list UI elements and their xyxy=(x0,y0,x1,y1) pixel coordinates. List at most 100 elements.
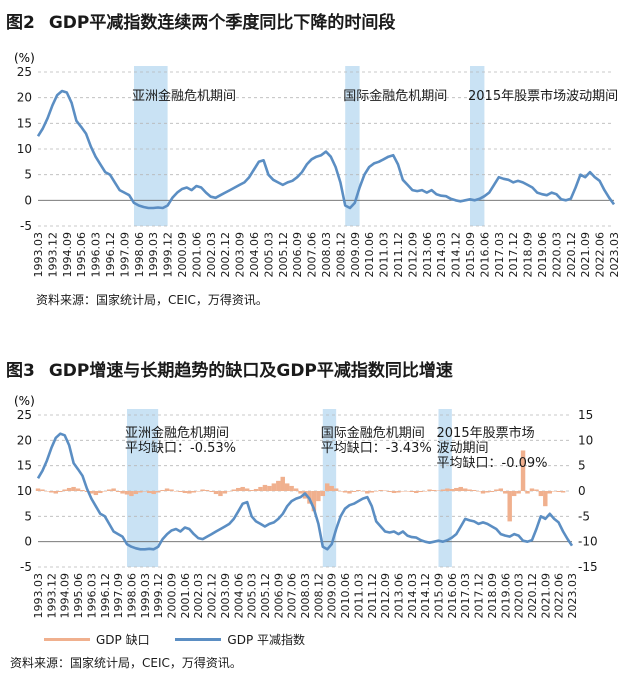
gap-bar xyxy=(280,476,285,491)
x-tick-label: 2000.09 xyxy=(176,232,189,278)
gap-bar xyxy=(445,488,450,491)
y-tick-label: 20 xyxy=(17,433,32,447)
y-axis-ticks-left: -5 0 5 10 15 20 25 xyxy=(17,408,32,574)
shaded-period-1 xyxy=(345,66,360,226)
gap-bar xyxy=(93,491,99,496)
x-tick-label: 2016.06 xyxy=(446,573,459,619)
gap-bar xyxy=(449,488,455,491)
gap-bar xyxy=(182,491,188,494)
x-tick-label: 1998.06 xyxy=(133,232,146,278)
shaded-period-0 xyxy=(134,66,168,226)
x-tick-label: 2013.06 xyxy=(392,573,405,619)
x-tick-label: 2003.09 xyxy=(219,573,232,619)
x-tick-label: 1996.03 xyxy=(85,573,98,619)
gap-bar xyxy=(49,491,54,493)
y-tick-label: 5 xyxy=(24,509,32,523)
x-tick-label: 1994.09 xyxy=(61,232,74,278)
gap-bar xyxy=(129,491,134,497)
gap-bar xyxy=(115,491,121,493)
gap-bar xyxy=(244,488,250,491)
figure2-title-text: GDP平减指数连续两个季度同比下降的时间段 xyxy=(48,13,396,33)
y-tick-label: 10 xyxy=(17,484,32,498)
gap-bar xyxy=(213,491,219,495)
period-label-2: 波动期间 xyxy=(437,441,489,456)
figure2-source: 资料来源：国家统计局，CEIC，万得资讯。 xyxy=(36,293,268,307)
x-tick-label: 1996.12 xyxy=(99,573,112,619)
gap-bar xyxy=(164,488,170,491)
gap-bar xyxy=(311,491,317,512)
x-tick-label: 2003.09 xyxy=(234,232,247,278)
x-tick-label: 1999.03 xyxy=(147,232,160,278)
gap-bar xyxy=(138,491,143,493)
x-tick-label: 2012.09 xyxy=(379,573,392,619)
gap-bar xyxy=(240,486,245,491)
gap-bar xyxy=(262,484,268,491)
gap-bar xyxy=(462,488,468,491)
y-tick-label: 15 xyxy=(17,116,32,130)
x-tick-label: 2002.12 xyxy=(206,573,219,619)
x-tick-label: 2006.09 xyxy=(272,573,285,619)
chart-legend: GDP 缺口 GDP 平减指数 xyxy=(44,630,327,648)
y-axis-ticks: -5 0 5 10 15 20 25 xyxy=(17,65,32,233)
gap-bar xyxy=(89,491,94,494)
x-tick-label: 2013.06 xyxy=(421,232,434,278)
gap-bar xyxy=(351,491,357,493)
x-tick-label: 1998.06 xyxy=(125,573,138,619)
gap-bar xyxy=(373,491,379,492)
gap-bar xyxy=(382,490,388,491)
gap-bar xyxy=(489,491,495,493)
figure2-title: 图2 GDP平减指数连续两个季度同比下降的时间段 xyxy=(6,8,395,33)
x-tick-label: 1999.03 xyxy=(139,573,152,619)
gap-bar xyxy=(151,491,156,495)
gap-bar xyxy=(222,491,228,494)
y-tick-label-right: 0 xyxy=(578,484,586,498)
gap-bar xyxy=(316,491,321,502)
gap-bar xyxy=(218,491,223,497)
gap-bar xyxy=(494,489,499,491)
x-tick-label: 2012.09 xyxy=(406,232,419,278)
legend-label-gdp-deflator: GDP 平减指数 xyxy=(227,633,306,647)
gap-bar xyxy=(329,485,334,491)
period-label-0: 亚洲金融危机期间 xyxy=(132,88,236,104)
x-tick-label: 2008.12 xyxy=(312,573,325,619)
period-label-2: 2015年股票市场 xyxy=(437,425,535,441)
gap-bar xyxy=(249,489,254,491)
gap-bar xyxy=(231,489,237,491)
y-tick-label: -5 xyxy=(20,219,32,233)
gap-bar xyxy=(40,489,45,491)
x-tick-label: 1996.03 xyxy=(90,232,103,278)
x-tick-label: 2006.09 xyxy=(291,232,304,278)
gridlines xyxy=(38,71,614,227)
x-tick-label: 2018.09 xyxy=(522,232,535,278)
x-axis-ticks: 1993.03 1993.12 1994.09 1995.06 1996.03 1996.… xyxy=(32,232,621,278)
period-label-2: 2015年股票市场波动期间 xyxy=(468,88,618,104)
y-tick-label: 25 xyxy=(17,65,32,79)
x-tick-label: 2022.06 xyxy=(594,232,607,278)
period-label-1: 国际金融危机期间 xyxy=(321,425,425,441)
x-tick-label: 2023.03 xyxy=(608,232,621,278)
gap-bar xyxy=(75,488,81,491)
x-tick-label: 2005.12 xyxy=(259,573,272,619)
gap-bar xyxy=(111,488,116,491)
gap-bar xyxy=(102,491,107,492)
gap-bar xyxy=(369,491,374,493)
y-tick-label: 20 xyxy=(17,91,32,105)
gap-bar xyxy=(66,487,72,491)
x-axis-ticks: 1993.03 1993.12 1994.09 1995.06 1996.03 1996.… xyxy=(32,573,579,619)
x-tick-label: 2017.12 xyxy=(473,573,486,619)
x-tick-label: 2005.12 xyxy=(277,232,290,278)
shaded-period-2 xyxy=(438,409,452,567)
x-tick-label: 2008.03 xyxy=(320,232,333,278)
gap-bar xyxy=(209,491,214,493)
x-tick-label: 1999.12 xyxy=(162,232,175,278)
gap-bar xyxy=(543,491,548,507)
gap-bar xyxy=(298,491,303,494)
gap-bar xyxy=(422,491,428,492)
gap-bar xyxy=(560,491,566,493)
gap-bar xyxy=(58,491,63,493)
y-tick-label-right: -10 xyxy=(578,535,598,549)
x-tick-label: 2011.12 xyxy=(366,573,379,619)
x-tick-label: 1997.09 xyxy=(112,573,125,619)
figure3-title: 图3 GDP增速与长期趋势的缺口及GDP平减指数同比增速 xyxy=(6,356,453,381)
x-tick-label: 1997.09 xyxy=(118,232,131,278)
